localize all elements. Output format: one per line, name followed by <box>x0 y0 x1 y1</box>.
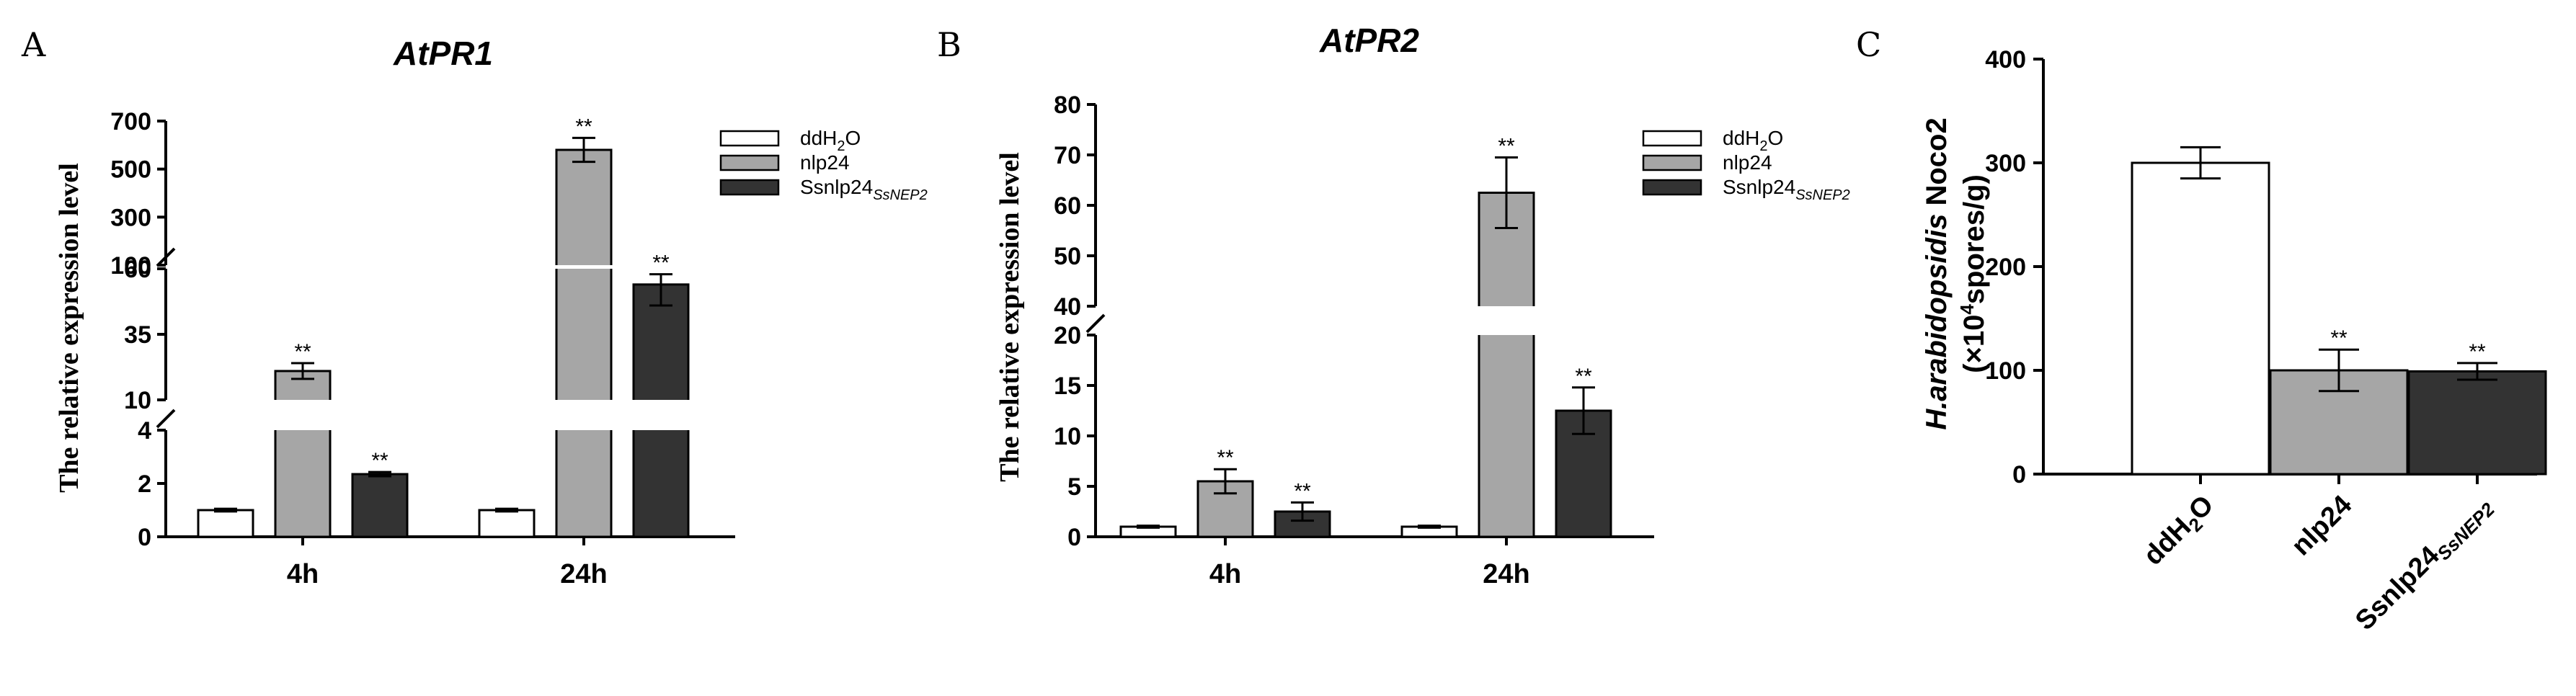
legend-label-ddH2O: ddH2O <box>800 127 861 154</box>
legend-swatch-nlp24 <box>719 154 780 171</box>
y-tick-label: 60 <box>124 256 151 283</box>
y-tick-label: 300 <box>1985 150 2026 177</box>
y-tick-label: 10 <box>124 387 151 414</box>
legend-label-nlp24: nlp24 <box>800 151 850 174</box>
x-tick-label: 24h <box>1483 559 1529 589</box>
axis-break-mark <box>1085 313 1106 334</box>
y-tick-label: 4 <box>138 417 151 445</box>
y-tick-label: 20 <box>1054 322 1081 349</box>
y-tick-label: 5 <box>1067 473 1081 501</box>
y-tick-label: 0 <box>2012 461 2026 488</box>
y-tick-label: 60 <box>1054 192 1081 220</box>
panel-letter-b: B <box>937 25 961 64</box>
y-tick-label: 0 <box>138 524 151 551</box>
bar-nlp24-4h <box>274 370 332 538</box>
significance-label: ** <box>2330 326 2348 350</box>
legend-label-nlp24: nlp24 <box>1723 151 1772 174</box>
bar-break-gap <box>554 400 613 430</box>
significance-label: ** <box>575 115 592 138</box>
x-tick-label-ddH2O: ddH2O <box>2138 490 2222 574</box>
significance-label: ** <box>294 340 311 364</box>
significance-label: ** <box>2469 340 2486 364</box>
y-tick-label: 400 <box>1985 46 2026 73</box>
chart-c-y-axis-label-sup: 4 <box>1956 304 1978 315</box>
x-tick-label: 4h <box>1209 559 1241 589</box>
y-tick-label: 200 <box>1985 254 2026 281</box>
y-tick-label: 50 <box>1054 243 1081 270</box>
bar-ddH2O-24h <box>478 509 536 538</box>
y-tick-label: 15 <box>1054 372 1081 400</box>
significance-label: ** <box>1498 135 1515 159</box>
significance-label: ** <box>652 251 670 275</box>
chart-c-y-axis-label-pre: (×10 <box>1958 315 1990 373</box>
chart-a-y-axis-label: The relative expression level <box>54 163 84 493</box>
bar-break-gap <box>1477 306 1536 335</box>
y-tick-label: 0 <box>1067 524 1081 551</box>
chart-b-y-axis-label: The relative expression level <box>995 152 1025 482</box>
bar-break-gap <box>631 400 690 430</box>
y-tick-label: 100 <box>110 252 151 280</box>
y-tick-label: 40 <box>1054 293 1081 321</box>
chart-b-title: AtPR2 <box>1319 22 1419 59</box>
axis-break-mark <box>156 409 176 429</box>
y-tick-label: 35 <box>124 321 151 349</box>
panel-letter-a: A <box>21 25 46 64</box>
x-tick-label-nlp24: nlp24 <box>2286 490 2358 562</box>
y-tick-label: 2 <box>138 470 151 498</box>
legend-swatch-Ssnlp24SsNEP2 <box>1642 179 1702 196</box>
chart-c-plot: 0 100 200 300 400 ddH2O ** nlp24 ** Ssnlp24SsNEP2 <box>1985 46 2547 638</box>
significance-label: ** <box>1575 365 1592 388</box>
chart-c-y-axis-label-post: spores/g) <box>1958 174 1990 304</box>
bar-break-gap <box>273 400 332 430</box>
chart-c-y-axis-label-line2: (×104spores/g) <box>1956 174 1990 373</box>
bar-ddH2O-4h <box>197 509 254 538</box>
y-tick-label: 500 <box>110 156 151 184</box>
x-tick-label: 24h <box>560 559 607 589</box>
bar-Ssnlp24SsNEP2 <box>2407 370 2547 476</box>
legend-swatch-ddH2O <box>1642 130 1702 147</box>
chart-c-y-axis-label-italic: H.arabidopsidis <box>1921 214 1953 430</box>
bar-nlp24-24h <box>1478 192 1535 538</box>
legend-swatch-Ssnlp24SsNEP2 <box>719 179 780 196</box>
chart-c-y-axis-label-line1: H.arabidopsidis Noco2 <box>1921 117 1953 429</box>
legend-label-Ssnlp24SsNEP2: Ssnlp24SsNEP2 <box>1723 176 1850 203</box>
bar-ddH2O <box>2131 161 2270 476</box>
y-tick-label: 700 <box>110 108 151 135</box>
y-tick-label: 100 <box>1985 357 2026 385</box>
y-tick-label: 80 <box>1054 92 1081 119</box>
panel-letter-c: C <box>1856 25 1881 64</box>
legend-label-ddH2O: ddH2O <box>1723 127 1783 154</box>
bar-Ssnlp24SsNEP2-4h <box>351 473 409 538</box>
x-tick-label: 4h <box>287 559 319 589</box>
x-tick-label-Ssnlp24SsNEP2: Ssnlp24SsNEP2 <box>2350 489 2499 638</box>
bar-nlp24-24h <box>555 148 613 538</box>
legend-label-Ssnlp24SsNEP2: Ssnlp24SsNEP2 <box>800 176 928 203</box>
y-tick-label: 300 <box>110 204 151 231</box>
legend-swatch-nlp24 <box>1642 154 1702 171</box>
significance-label: ** <box>1294 479 1311 503</box>
bar-break-gap <box>554 265 613 269</box>
y-tick-label: 70 <box>1054 142 1081 169</box>
y-tick-label: 10 <box>1054 423 1081 450</box>
chart-c-y-axis-label-rest: Noco2 <box>1921 117 1953 213</box>
chart-a-title: AtPR1 <box>393 35 493 72</box>
significance-label: ** <box>371 449 388 473</box>
legend-swatch-ddH2O <box>719 130 780 147</box>
significance-label: ** <box>1217 446 1234 470</box>
